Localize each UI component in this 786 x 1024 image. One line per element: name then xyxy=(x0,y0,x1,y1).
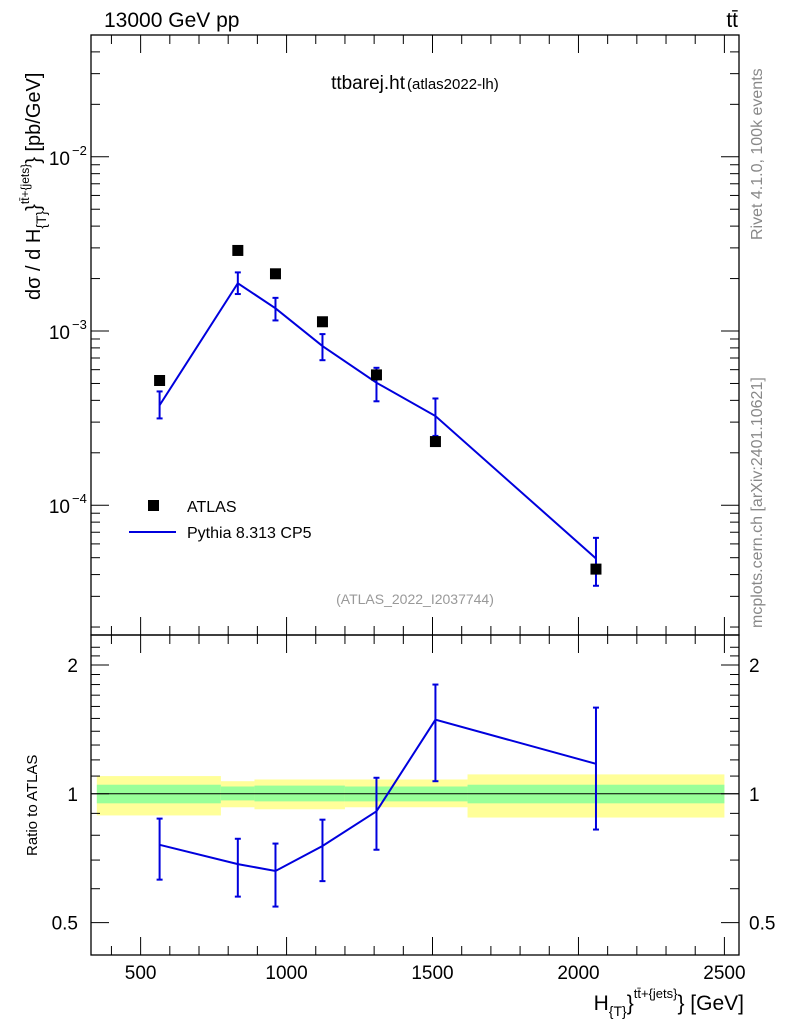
xtick-label: 1500 xyxy=(411,963,453,984)
main-ylabel-text: dσ / d H xyxy=(23,229,45,300)
atlas-marker xyxy=(590,563,602,575)
ratio-ytick-label-right: 1 xyxy=(749,785,760,806)
ratio-ytick-label-left: 2 xyxy=(67,656,78,677)
ratio-ylabel: Ratio to ATLAS xyxy=(24,755,41,856)
main-title: ttbarej.ht xyxy=(331,73,406,94)
xtick-label: 2000 xyxy=(557,963,599,984)
xtick-label: 2500 xyxy=(703,963,745,984)
main-ytick-label: 10 xyxy=(49,497,70,518)
xlabel-text: H xyxy=(594,992,609,1015)
ratio-ticks xyxy=(91,635,739,955)
svg-text:dσ / d H{T}}tt̄+{jets}} [pb/Ge: dσ / d H{T}}tt̄+{jets}} [pb/GeV] xyxy=(18,73,49,300)
ratio-ytick-labels: 0.5 0.5 1 1 2 2 xyxy=(52,656,776,935)
main-ytick-label: 10 xyxy=(49,323,70,344)
ratio-panel: 0.5 0.5 1 1 2 2 500 1000 1500 2000 2500 Ratio to … xyxy=(24,634,776,1019)
main-ylabel-sub: {T} xyxy=(33,211,49,229)
main-ytick-exponent: −3 xyxy=(72,317,87,332)
ratio-ytick-label-right: 2 xyxy=(749,656,760,677)
ratio-series xyxy=(156,683,599,908)
xlabel: H{T}}tt̄+{jets}} [GeV] xyxy=(594,986,744,1019)
main-frame xyxy=(90,34,740,636)
xtick-labels: 500 1000 1500 2000 2500 xyxy=(125,963,746,984)
xlabel-sup: tt̄+{jets} xyxy=(634,986,678,1001)
atlas-marker xyxy=(232,244,244,256)
main-gridlines xyxy=(91,34,739,635)
xlabel-brace: } xyxy=(627,992,634,1015)
main-ylabel-suffix: } [pb/GeV] xyxy=(23,73,45,164)
ratio-ytick-label-left: 1 xyxy=(67,785,78,806)
atlas-marker xyxy=(154,374,166,386)
atlas-marker xyxy=(316,316,328,328)
xtick-label: 1000 xyxy=(265,963,307,984)
ratio-frame xyxy=(90,634,740,956)
watermark-label: (ATLAS_2022_I2037744) xyxy=(336,591,494,607)
legend-atlas-marker xyxy=(148,500,159,511)
ratio-ytick-label-left: 0.5 xyxy=(52,914,78,935)
main-ylabel-sup: tt̄+{jets} xyxy=(18,164,32,204)
main-ytick-label: 10 xyxy=(49,149,70,170)
process-label: tt̄ xyxy=(726,9,738,32)
legend-pythia-label: Pythia 8.313 CP5 xyxy=(187,525,312,542)
main-ytick-exponent: −2 xyxy=(72,143,87,158)
atlas-marker xyxy=(429,436,441,448)
xtick-label: 500 xyxy=(125,963,157,984)
xlabel-sub: {T} xyxy=(609,1003,627,1019)
legend-atlas-label: ATLAS xyxy=(187,499,237,516)
main-subtitle: (atlas2022-lh) xyxy=(407,76,499,93)
main-ytick-labels: 10−410−310−2 xyxy=(49,143,87,518)
source-label: mcplots.cern.ch [arXiv:2401.10621] xyxy=(749,377,766,628)
main-ylabel-brace: } xyxy=(23,204,45,211)
pythia-line xyxy=(158,281,597,560)
main-ytick-exponent: −4 xyxy=(72,491,87,506)
legend: ATLAS Pythia 8.313 CP5 xyxy=(129,499,312,542)
main-panel: ttbarej.ht (atlas2022-lh) (ATLAS_2022_I2… xyxy=(18,34,740,636)
energy-label: 13000 GeV pp xyxy=(104,9,239,32)
main-ylabel: dσ / d H{T}}tt̄+{jets}} [pb/GeV] xyxy=(18,73,49,300)
ratio-bands xyxy=(96,774,725,818)
main-series xyxy=(154,244,602,587)
atlas-marker xyxy=(370,369,382,381)
ratio-ytick-label-right: 0.5 xyxy=(749,914,775,935)
rivet-version-label: Rivet 4.1.0, 100k events xyxy=(749,68,766,240)
xlabel-suffix: } [GeV] xyxy=(677,992,744,1015)
atlas-marker xyxy=(269,268,281,280)
